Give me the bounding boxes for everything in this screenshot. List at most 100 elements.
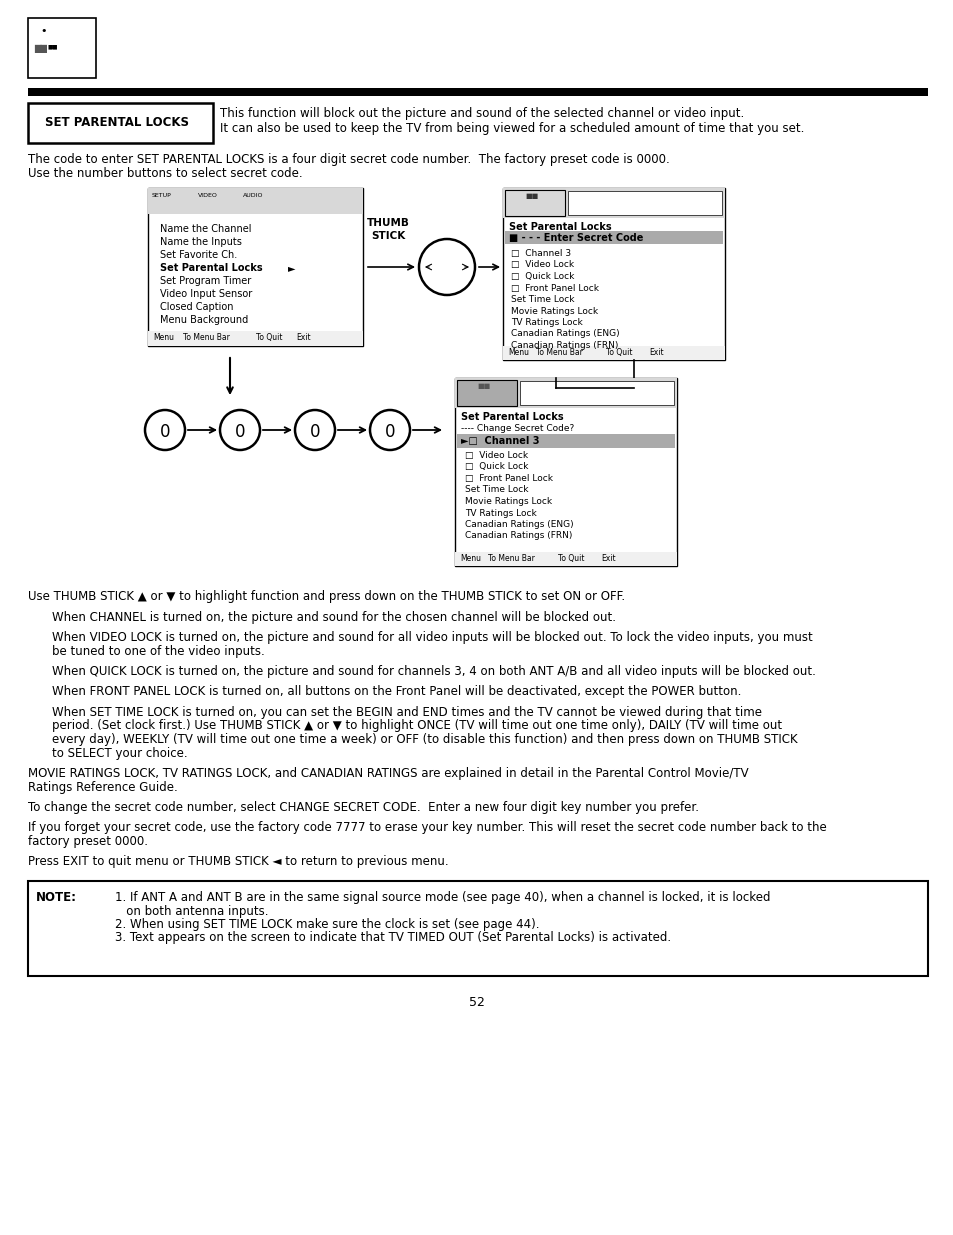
Text: When QUICK LOCK is turned on, the picture and sound for channels 3, 4 on both AN: When QUICK LOCK is turned on, the pictur…: [52, 664, 815, 678]
Text: Exit: Exit: [648, 348, 663, 357]
Bar: [484, 552, 485, 566]
Bar: [602, 346, 603, 359]
Text: Video Input Sensor: Video Input Sensor: [160, 289, 252, 299]
Text: Closed Caption: Closed Caption: [160, 303, 233, 312]
Text: Name the Channel: Name the Channel: [160, 224, 252, 233]
Text: ►: ►: [288, 263, 295, 273]
Text: THUMB: THUMB: [366, 219, 409, 228]
Text: TV Ratings Lock: TV Ratings Lock: [511, 317, 582, 327]
Bar: [502, 216, 724, 219]
Bar: [28, 88, 927, 96]
Text: Canadian Ratings (ENG): Canadian Ratings (ENG): [464, 520, 573, 529]
Text: STICK: STICK: [371, 231, 405, 241]
Bar: [502, 188, 724, 359]
Text: Name the Inputs: Name the Inputs: [160, 237, 242, 247]
Text: When SET TIME LOCK is turned on, you can set the BEGIN and END times and the TV : When SET TIME LOCK is turned on, you can…: [52, 706, 761, 719]
Text: Movie Ratings Lock: Movie Ratings Lock: [464, 496, 552, 506]
Bar: [148, 331, 363, 346]
Text: □  Channel 3: □ Channel 3: [511, 249, 571, 258]
Text: 0: 0: [234, 424, 245, 441]
Bar: [455, 552, 677, 566]
Text: MOVIE RATINGS LOCK, TV RATINGS LOCK, and CANADIAN RATINGS are explained in detai: MOVIE RATINGS LOCK, TV RATINGS LOCK, and…: [28, 767, 748, 781]
Text: □  Quick Lock: □ Quick Lock: [464, 462, 528, 472]
Text: ---- Change Secret Code?: ---- Change Secret Code?: [460, 424, 574, 433]
Text: Menu: Menu: [507, 348, 529, 357]
Text: 0: 0: [384, 424, 395, 441]
Text: NOTE:: NOTE:: [36, 890, 77, 904]
Text: □  Front Panel Lock: □ Front Panel Lock: [464, 474, 553, 483]
Text: Set Time Lock: Set Time Lock: [464, 485, 528, 494]
Bar: [456, 433, 675, 448]
Text: 0: 0: [310, 424, 320, 441]
Text: SET PARENTAL LOCKS: SET PARENTAL LOCKS: [45, 116, 189, 128]
Text: be tuned to one of the video inputs.: be tuned to one of the video inputs.: [52, 645, 265, 657]
Text: Use the number buttons to select secret code.: Use the number buttons to select secret …: [28, 167, 302, 180]
Text: factory preset 0000.: factory preset 0000.: [28, 835, 148, 848]
Text: 3. Text appears on the screen to indicate that TV TIMED OUT (Set Parental Locks): 3. Text appears on the screen to indicat…: [115, 931, 670, 945]
Text: ►□  Channel 3: ►□ Channel 3: [460, 436, 539, 446]
Bar: [28, 19, 96, 78]
Text: When VIDEO LOCK is turned on, the picture and sound for all video inputs will be: When VIDEO LOCK is turned on, the pictur…: [52, 631, 812, 643]
Bar: [455, 406, 677, 408]
Bar: [519, 382, 673, 405]
Text: period. (Set clock first.) Use THUMB STICK ▲ or ▼ to highlight ONCE (TV will tim: period. (Set clock first.) Use THUMB STI…: [52, 720, 781, 732]
Bar: [533, 346, 534, 359]
Text: 52: 52: [469, 995, 484, 1009]
Text: When FRONT PANEL LOCK is turned on, all buttons on the Front Panel will be deact: When FRONT PANEL LOCK is turned on, all …: [52, 685, 740, 699]
Text: TV Ratings Lock: TV Ratings Lock: [464, 509, 537, 517]
Text: ■■: ■■: [48, 44, 58, 49]
Text: To change the secret code number, select CHANGE SECRET CODE.  Enter a new four d: To change the secret code number, select…: [28, 802, 699, 814]
Text: 1. If ANT A and ANT B are in the same signal source mode (see page 40), when a c: 1. If ANT A and ANT B are in the same si…: [115, 890, 770, 904]
Text: Exit: Exit: [295, 333, 311, 342]
Text: Set Parental Locks: Set Parental Locks: [460, 412, 563, 422]
Bar: [645, 346, 646, 359]
Bar: [293, 331, 294, 346]
Bar: [148, 188, 363, 214]
Text: on both antenna inputs.: on both antenna inputs.: [115, 904, 268, 918]
Text: To Quit: To Quit: [558, 555, 584, 563]
Bar: [148, 188, 363, 346]
Bar: [555, 552, 556, 566]
Text: ■ - - - Enter Secret Code: ■ - - - Enter Secret Code: [509, 233, 642, 243]
Text: to SELECT your choice.: to SELECT your choice.: [52, 746, 188, 760]
Bar: [504, 231, 722, 245]
Text: Menu: Menu: [459, 555, 480, 563]
Text: ■■: ■■: [476, 383, 490, 389]
Text: To Quit: To Quit: [255, 333, 282, 342]
Bar: [28, 103, 213, 143]
Text: This function will block out the picture and sound of the selected channel or vi: This function will block out the picture…: [220, 107, 743, 120]
Bar: [504, 190, 564, 216]
Text: ██: ██: [34, 44, 47, 53]
Text: Set Program Timer: Set Program Timer: [160, 275, 251, 287]
Text: Use THUMB STICK ▲ or ▼ to highlight function and press down on the THUMB STICK t: Use THUMB STICK ▲ or ▼ to highlight func…: [28, 590, 624, 603]
Text: VIDEO: VIDEO: [198, 193, 217, 198]
Bar: [502, 188, 724, 219]
Text: •: •: [40, 26, 47, 36]
Text: Canadian Ratings (FRN): Canadian Ratings (FRN): [464, 531, 572, 541]
Text: □  Front Panel Lock: □ Front Panel Lock: [511, 284, 598, 293]
Text: SETUP: SETUP: [152, 193, 172, 198]
Bar: [180, 331, 181, 346]
Text: 2. When using SET TIME LOCK make sure the clock is set (see page 44).: 2. When using SET TIME LOCK make sure th…: [115, 918, 539, 931]
Text: AUDIO: AUDIO: [243, 193, 263, 198]
Text: To Menu Bar: To Menu Bar: [488, 555, 535, 563]
Text: Menu: Menu: [152, 333, 173, 342]
Text: To Menu Bar: To Menu Bar: [536, 348, 582, 357]
Bar: [456, 380, 517, 406]
Text: every day), WEEKLY (TV will time out one time a week) or OFF (to disable this fu: every day), WEEKLY (TV will time out one…: [52, 734, 797, 746]
Text: Set Time Lock: Set Time Lock: [511, 295, 574, 304]
Bar: [28, 881, 927, 976]
Text: Canadian Ratings (ENG): Canadian Ratings (ENG): [511, 330, 619, 338]
Text: 0: 0: [159, 424, 170, 441]
Bar: [455, 378, 677, 566]
Text: Ratings Reference Guide.: Ratings Reference Guide.: [28, 781, 177, 794]
Text: Press EXIT to quit menu or THUMB STICK ◄ to return to previous menu.: Press EXIT to quit menu or THUMB STICK ◄…: [28, 856, 448, 868]
Text: Canadian Ratings (FRN): Canadian Ratings (FRN): [511, 341, 618, 350]
Text: Set Parental Locks: Set Parental Locks: [160, 263, 262, 273]
Text: □  Video Lock: □ Video Lock: [464, 451, 528, 459]
Text: □  Quick Lock: □ Quick Lock: [511, 272, 574, 282]
Text: Movie Ratings Lock: Movie Ratings Lock: [511, 306, 598, 315]
Text: The code to enter SET PARENTAL LOCKS is a four digit secret code number.  The fa: The code to enter SET PARENTAL LOCKS is …: [28, 153, 669, 165]
Text: When CHANNEL is turned on, the picture and sound for the chosen channel will be : When CHANNEL is turned on, the picture a…: [52, 610, 616, 624]
Text: To Menu Bar: To Menu Bar: [183, 333, 230, 342]
